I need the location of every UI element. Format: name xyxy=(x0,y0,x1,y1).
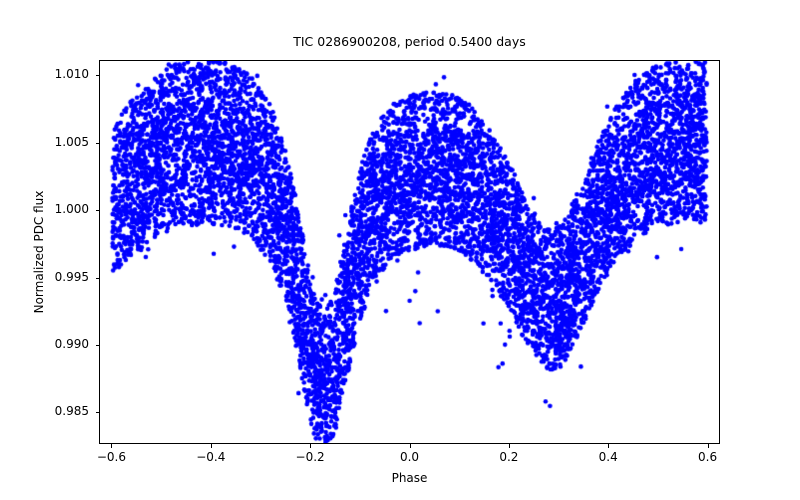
y-tick-label: 0.990 xyxy=(54,336,89,351)
x-tick-label: 0.0 xyxy=(399,450,420,464)
y-tick-label: 0.995 xyxy=(54,269,89,284)
x-tick-mark xyxy=(707,444,709,448)
y-tick-label: 1.010 xyxy=(54,67,89,82)
x-tick-label: 0.4 xyxy=(598,450,618,464)
y-tick-label: 0.985 xyxy=(54,404,89,419)
x-tick-mark xyxy=(310,444,312,448)
x-axis-label: Phase xyxy=(391,471,428,485)
y-axis-label: Normalized PDC flux xyxy=(32,190,46,314)
x-tick-label: −0.2 xyxy=(295,450,325,464)
y-tick-mark xyxy=(95,412,99,414)
y-tick-mark xyxy=(95,142,99,144)
x-tick-mark xyxy=(608,444,610,448)
chart-title: TIC 0286900208, period 0.5400 days xyxy=(293,34,526,49)
y-tick-mark xyxy=(95,277,99,279)
x-tick-label: 0.6 xyxy=(698,450,718,464)
y-tick-mark xyxy=(95,344,99,346)
x-tick-label: 0.2 xyxy=(499,450,519,464)
y-tick-label: 1.000 xyxy=(54,202,89,217)
y-tick-mark xyxy=(95,210,99,212)
x-tick-mark xyxy=(111,444,113,448)
x-tick-label: −0.6 xyxy=(96,450,126,464)
y-tick-label: 1.005 xyxy=(54,134,89,149)
x-tick-label: −0.4 xyxy=(196,450,226,464)
scatter-plot-canvas xyxy=(100,61,719,443)
plot-axes-frame xyxy=(99,60,720,444)
x-tick-mark xyxy=(508,444,510,448)
x-tick-mark xyxy=(409,444,411,448)
x-tick-mark xyxy=(210,444,212,448)
y-tick-mark xyxy=(95,75,99,77)
